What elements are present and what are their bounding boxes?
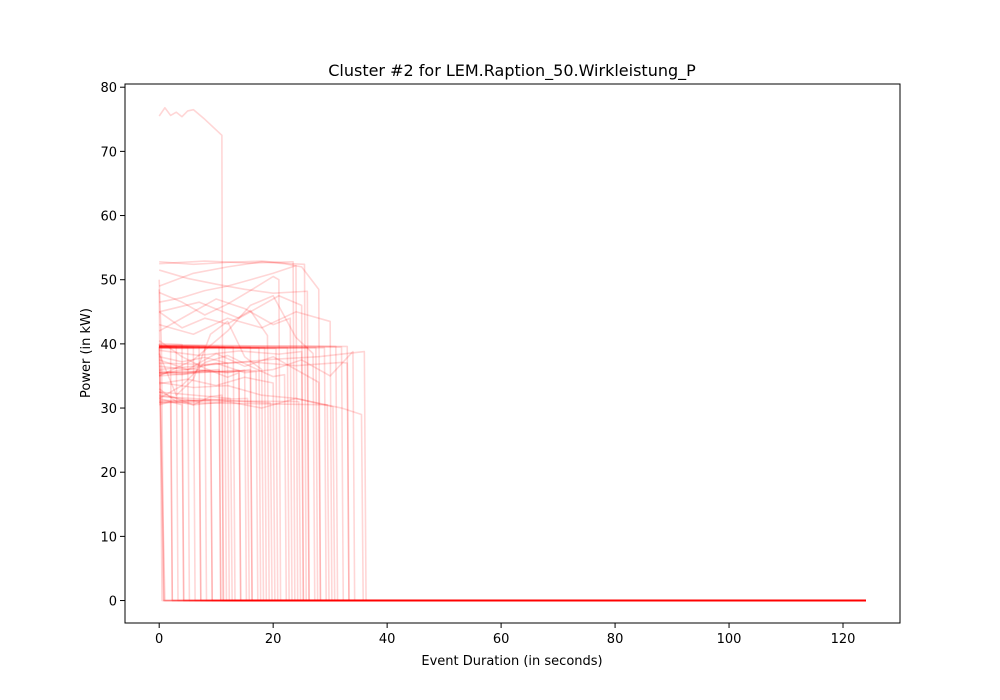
series-line-28 [159, 369, 866, 602]
series-line-37 [158, 279, 866, 602]
y-tick-label: 50 [100, 274, 117, 289]
series-line-16 [158, 352, 866, 602]
series-line-20 [159, 343, 866, 602]
plot-frame [124, 83, 901, 624]
series-line-40 [158, 347, 866, 602]
series-line-12 [159, 344, 866, 602]
series-line-10 [158, 320, 866, 602]
series-line-6 [159, 368, 866, 602]
series-line-17 [159, 345, 866, 602]
series-line-38 [158, 289, 866, 602]
series-line-7 [159, 346, 866, 602]
y-tick-label: 20 [100, 466, 117, 481]
series-line-15 [158, 294, 866, 602]
series-line-11 [159, 350, 866, 602]
x-tick-label: 100 [717, 632, 742, 647]
series-line-2 [159, 260, 866, 602]
series-line-54 [158, 400, 866, 602]
chart-title: Cluster #2 for LEM.Raption_50.Wirkleistu… [328, 61, 696, 81]
series-line-49 [159, 346, 866, 602]
y-tick-label: 30 [100, 402, 117, 417]
y-axis-label: Power (in kW) [79, 308, 94, 398]
series-line-42 [159, 345, 866, 602]
series-line-62 [159, 401, 866, 602]
y-tick-label: 80 [100, 81, 117, 96]
series-line-59 [159, 397, 866, 602]
series-line-53 [159, 370, 866, 602]
series-line-55 [158, 397, 866, 602]
y-tick-label: 40 [100, 338, 117, 353]
series-line-64 [159, 294, 866, 602]
series-line-61 [159, 399, 866, 602]
series-line-0 [158, 106, 866, 602]
series-line-21 [158, 391, 866, 602]
series-line-56 [159, 394, 866, 602]
series-line-47 [159, 347, 866, 602]
series-line-31 [159, 361, 866, 602]
y-tick-label: 10 [100, 530, 117, 545]
series-line-34 [159, 344, 866, 602]
series-line-60 [159, 395, 866, 602]
series-line-9 [158, 354, 866, 602]
series-line-58 [159, 391, 866, 602]
series-line-32 [158, 310, 866, 602]
series-line-22 [159, 350, 866, 602]
series-line-48 [159, 346, 866, 602]
series-line-41 [159, 345, 866, 602]
series-line-24 [158, 298, 866, 602]
series-line-26 [158, 260, 866, 602]
x-tick-label: 0 [155, 632, 163, 647]
series-line-52 [159, 369, 866, 602]
series-line-57 [159, 399, 866, 602]
series-line-25 [158, 275, 866, 602]
x-tick-label: 80 [607, 632, 624, 647]
series-line-50 [159, 346, 866, 602]
x-tick-label: 120 [831, 632, 856, 647]
series-line-45 [159, 346, 866, 602]
x-tick-label: 20 [265, 632, 282, 647]
series-line-27 [159, 346, 866, 602]
series-line-43 [159, 345, 866, 602]
series-line-36 [159, 355, 866, 602]
series-line-14 [158, 388, 866, 602]
x-tick-label: 60 [493, 632, 510, 647]
y-axis: 0 10 20 30 40 50 60 70 80 [100, 81, 125, 610]
series-line-30 [159, 376, 866, 602]
series-line-23 [159, 344, 866, 602]
series-layer [158, 106, 866, 602]
y-tick-label: 60 [100, 210, 117, 225]
series-line-5 [159, 344, 866, 602]
series-line-35 [159, 345, 866, 602]
series-line-46 [159, 346, 866, 602]
x-axis-label: Event Duration (in seconds) [421, 654, 602, 669]
series-line-63 [159, 260, 866, 602]
series-line-8 [159, 381, 866, 602]
y-tick-label: 0 [109, 595, 117, 610]
series-line-33 [159, 346, 866, 602]
series-line-13 [158, 340, 866, 602]
y-tick-label: 70 [100, 145, 117, 160]
x-axis: 0 20 40 60 80 100 120 [155, 623, 855, 647]
x-tick-label: 40 [379, 632, 396, 647]
series-line-4 [158, 309, 866, 602]
series-line-51 [159, 368, 866, 602]
series-line-18 [159, 368, 866, 602]
series-line-19 [159, 345, 866, 602]
series-line-44 [159, 346, 866, 602]
series-line-29 [159, 349, 866, 602]
series-line-39 [158, 343, 866, 602]
series-line-3 [158, 269, 866, 602]
series-line-1 [159, 264, 866, 602]
